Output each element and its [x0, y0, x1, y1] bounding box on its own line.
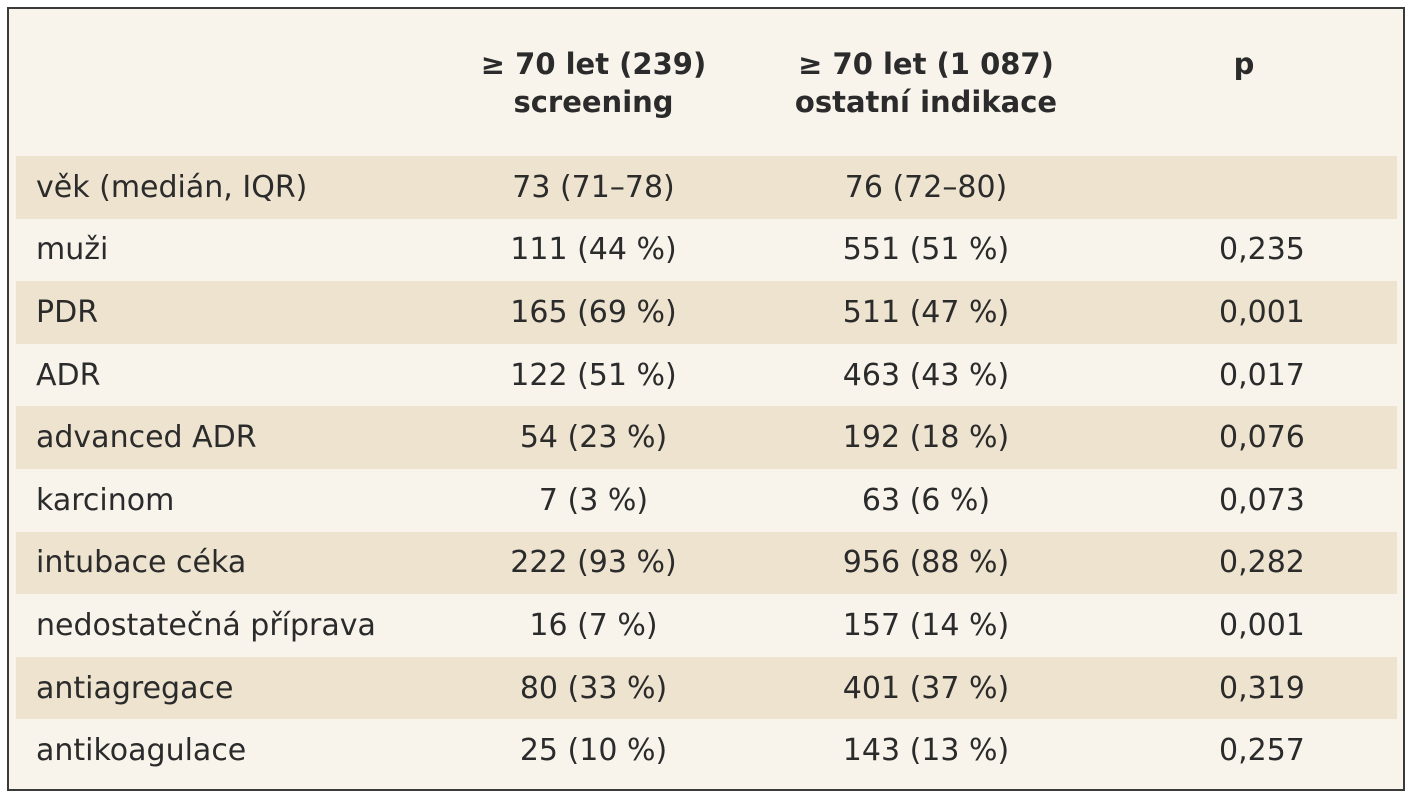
- p-value-cell: 0,001: [1219, 607, 1305, 643]
- table-row: PDR 165 (69 %) 511 (47 %) 0,001: [16, 281, 1397, 344]
- table-header: ≥ 70 let (239) screening ≥ 70 let (1 087…: [16, 45, 1397, 156]
- screening-value-cell: 7 (3 %): [538, 482, 649, 518]
- other-value-cell: 511 (47 %): [761, 281, 1091, 344]
- row-label-cell: nedostatečná příprava: [36, 607, 376, 643]
- header-row: ≥ 70 let (239) screening ≥ 70 let (1 087…: [16, 45, 1397, 156]
- screening-value-cell: 25 (10 %): [519, 733, 668, 769]
- row-label-cell: PDR: [16, 281, 426, 344]
- p-value-cell: 0,017: [1219, 357, 1305, 393]
- p-value-cell: 0,235: [1219, 232, 1305, 268]
- header-screening: ≥ 70 let (239) screening: [426, 45, 761, 156]
- row-label-cell: antiagregace: [16, 656, 426, 720]
- header-other-count: ≥ 70 let (1 087): [798, 47, 1054, 81]
- header-p-label: p: [1233, 47, 1255, 81]
- other-value-cell: 956 (88 %): [761, 531, 1091, 595]
- table-row: nedostatečná příprava 16 (7 %) 157 (14 %) 0…: [16, 594, 1397, 657]
- screening-value-cell: 80 (33 %): [426, 656, 761, 720]
- p-value-cell: 0,282: [1091, 531, 1397, 595]
- p-value-cell: 0,076: [1091, 406, 1397, 469]
- other-value-cell: 143 (13 %): [842, 733, 1010, 769]
- table-row: muži 111 (44 %) 551 (51 %) 0,235: [16, 219, 1397, 282]
- other-value-cell: 76 (72–80): [761, 156, 1091, 219]
- p-value-cell: 0,001: [1091, 281, 1397, 344]
- screening-value-cell: 222 (93 %): [426, 531, 761, 595]
- row-label-cell: muži: [36, 232, 109, 268]
- header-other-label: ostatní indikace: [794, 85, 1058, 119]
- p-value-cell: 0,319: [1091, 656, 1397, 720]
- comparison-table: ≥ 70 let (239) screening ≥ 70 let (1 087…: [16, 45, 1397, 782]
- table-row: věk (medián, IQR) 73 (71–78) 76 (72–80): [16, 156, 1397, 219]
- table-row: ADR 122 (51 %) 463 (43 %) 0,017: [16, 344, 1397, 407]
- other-value-cell: 551 (51 %): [842, 232, 1010, 268]
- row-label-cell: antikoagulace: [36, 733, 247, 769]
- header-screening-count: ≥ 70 let (239): [480, 47, 707, 81]
- other-value-cell: 401 (37 %): [761, 656, 1091, 720]
- other-value-cell: 157 (14 %): [842, 607, 1010, 643]
- screening-value-cell: 16 (7 %): [529, 607, 658, 643]
- header-screening-label: screening: [513, 85, 674, 119]
- table-row: advanced ADR 54 (23 %) 192 (18 %) 0,076: [16, 406, 1397, 469]
- screening-value-cell: 165 (69 %): [426, 281, 761, 344]
- other-value-cell: 463 (43 %): [842, 357, 1010, 393]
- screening-value-cell: 111 (44 %): [510, 232, 677, 268]
- table-body: věk (medián, IQR) 73 (71–78) 76 (72–80) muž…: [16, 156, 1397, 782]
- row-label-cell: ADR: [36, 357, 101, 393]
- row-label-cell: karcinom: [36, 482, 175, 518]
- row-label-cell: věk (medián, IQR): [16, 156, 426, 219]
- table-row: antikoagulace 25 (10 %) 143 (13 %) 0,257: [16, 719, 1397, 782]
- p-value-cell: [1091, 156, 1397, 219]
- screening-value-cell: 122 (51 %): [510, 357, 677, 393]
- header-other: ≥ 70 let (1 087) ostatní indikace: [761, 45, 1091, 156]
- table-frame: ≥ 70 let (239) screening ≥ 70 let (1 087…: [7, 7, 1405, 791]
- p-value-cell: 0,257: [1219, 733, 1305, 769]
- p-value-cell: 0,073: [1219, 482, 1305, 518]
- table-row: karcinom 7 (3 %) 63 (6 %) 0,073: [16, 469, 1397, 532]
- screening-value-cell: 73 (71–78): [426, 156, 761, 219]
- screening-value-cell: 54 (23 %): [426, 406, 761, 469]
- table-row: antiagregace 80 (33 %) 401 (37 %) 0,319: [16, 656, 1397, 720]
- header-p: p: [1091, 45, 1397, 156]
- row-label-cell: advanced ADR: [16, 406, 426, 469]
- other-value-cell: 63 (6 %): [861, 482, 991, 518]
- row-label-cell: intubace céka: [16, 531, 426, 595]
- header-empty: [16, 45, 426, 156]
- other-value-cell: 192 (18 %): [761, 406, 1091, 469]
- table-row: intubace céka 222 (93 %) 956 (88 %) 0,282: [16, 531, 1397, 595]
